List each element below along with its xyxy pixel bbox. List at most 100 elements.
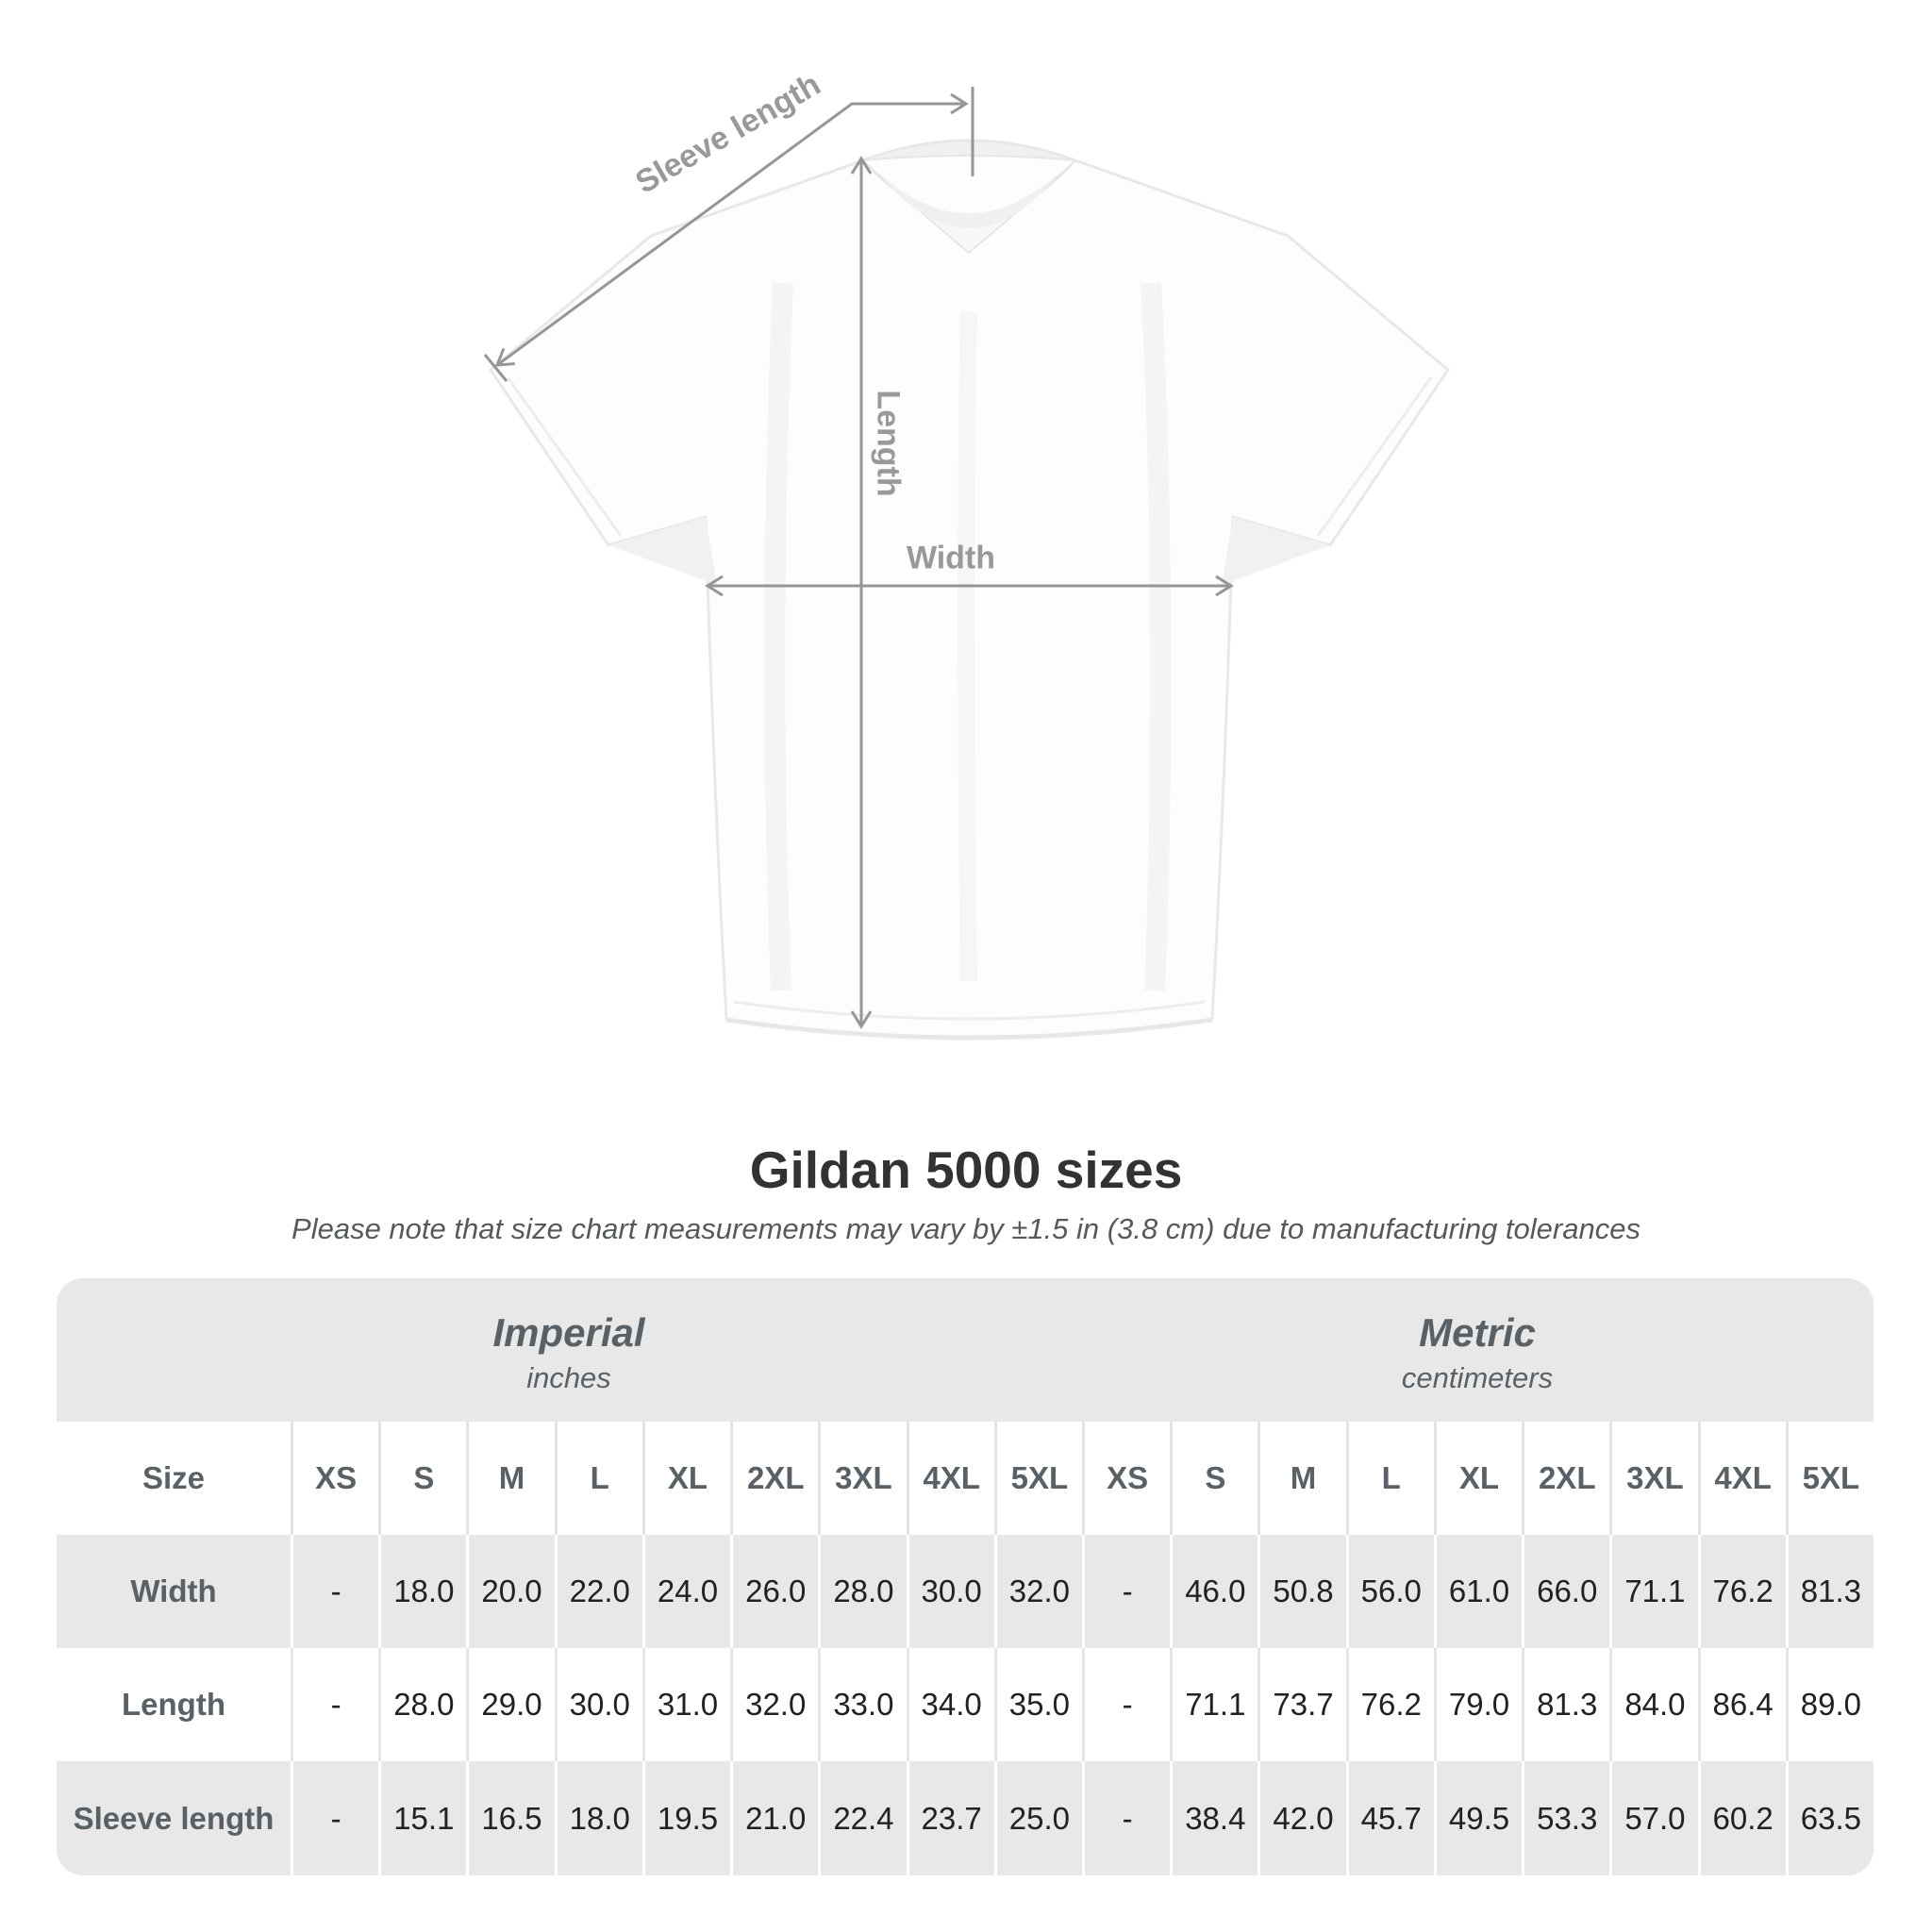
size-column-header: 3XL (1609, 1422, 1698, 1535)
measurement-value: 57.0 (1609, 1761, 1698, 1875)
size-header-row: Size XS S M L XL 2XL 3XL 4XL 5XL XS S M L XL 2XL 3XL 4XL 5… (57, 1422, 1874, 1535)
measurement-value: - (291, 1761, 379, 1875)
tshirt-cuff-seam (506, 376, 623, 537)
measurement-value: 61.0 (1433, 1535, 1523, 1648)
measurement-value: - (291, 1648, 379, 1761)
measurement-value: 89.0 (1785, 1648, 1874, 1761)
size-column-header: L (1345, 1422, 1434, 1535)
measurement-value: 50.8 (1257, 1535, 1346, 1648)
size-column-header: XS (291, 1422, 379, 1535)
measurement-value: 71.1 (1170, 1648, 1258, 1761)
measurement-value: - (291, 1535, 379, 1648)
sleeve-length-line (494, 92, 969, 367)
measurement-value: 16.5 (466, 1761, 555, 1875)
measurement-value: 20.0 (466, 1535, 555, 1648)
measurement-value: 22.0 (554, 1535, 642, 1648)
length-label: Length (870, 390, 907, 497)
measurement-value: 25.0 (993, 1761, 1082, 1875)
measurement-value: 84.0 (1609, 1648, 1698, 1761)
measurement-value: 71.1 (1609, 1535, 1698, 1648)
size-column-header: XL (1433, 1422, 1523, 1535)
measurement-value: 19.5 (641, 1761, 731, 1875)
size-column-header: 5XL (1785, 1422, 1874, 1535)
measurement-value: 34.0 (906, 1648, 994, 1761)
size-column-header: XS (1081, 1422, 1171, 1535)
measurement-value: 32.0 (730, 1648, 819, 1761)
size-column-header: 3XL (818, 1422, 907, 1535)
measurement-value: 81.3 (1785, 1535, 1874, 1648)
measurement-value: 45.7 (1345, 1761, 1434, 1875)
size-column-header: M (1257, 1422, 1346, 1535)
measurement-value: - (1081, 1648, 1171, 1761)
measurement-value: 60.2 (1697, 1761, 1786, 1875)
unit-group-unit: centimeters (1401, 1361, 1554, 1394)
measurement-value: 79.0 (1433, 1648, 1523, 1761)
size-column-header: S (378, 1422, 467, 1535)
unit-group-band: Imperial inches Metric centimeters (57, 1278, 1874, 1422)
measurement-value: 32.0 (993, 1535, 1082, 1648)
size-column-header: XL (641, 1422, 731, 1535)
measurement-value: 81.3 (1522, 1648, 1610, 1761)
measurement-value: 33.0 (818, 1648, 907, 1761)
measurement-value: - (1081, 1535, 1171, 1648)
size-table: Imperial inches Metric centimeters Size X… (57, 1278, 1874, 1875)
size-column-header: 2XL (1522, 1422, 1610, 1535)
size-column-header: 5XL (993, 1422, 1082, 1535)
unit-group-name: Metric (1419, 1310, 1536, 1355)
measurement-value: 18.0 (378, 1535, 467, 1648)
row-label: Length (57, 1648, 291, 1761)
unit-group-unit: inches (526, 1361, 611, 1394)
tshirt-underarm-shadow (1222, 517, 1330, 585)
measurement-value: 28.0 (818, 1535, 907, 1648)
tshirt-shading (764, 282, 793, 991)
size-column-header: M (466, 1422, 555, 1535)
page-title: Gildan 5000 sizes (749, 1141, 1183, 1199)
measurement-value: 56.0 (1345, 1535, 1434, 1648)
tshirt-shading (1141, 282, 1172, 991)
measurement-value: 26.0 (730, 1535, 819, 1648)
size-header-label: Size (57, 1422, 291, 1535)
table-row: Length -28.0 29.0 30.0 31.0 32.0 33.0 34.0 35.0-… (57, 1648, 1874, 1761)
measurement-value: 28.0 (378, 1648, 467, 1761)
sleeve-length-extension (483, 354, 508, 382)
size-column-header: L (554, 1422, 642, 1535)
measurement-value: 66.0 (1522, 1535, 1610, 1648)
unit-group-metric: Metric centimeters (1081, 1278, 1874, 1422)
measurement-value: 31.0 (641, 1648, 731, 1761)
tshirt-shading (957, 310, 977, 982)
measurement-value: 23.7 (906, 1761, 994, 1875)
measurement-value: 15.1 (378, 1761, 467, 1875)
measurement-value: 86.4 (1697, 1648, 1786, 1761)
tshirt-underarm-shadow (608, 517, 717, 585)
unit-group-imperial: Imperial inches (57, 1278, 1081, 1422)
measurement-value: - (1081, 1761, 1171, 1875)
measurement-value: 24.0 (641, 1535, 731, 1648)
measurement-value: 38.4 (1170, 1761, 1258, 1875)
measurement-value: 30.0 (906, 1535, 994, 1648)
measurement-value: 63.5 (1785, 1761, 1874, 1875)
measurement-value: 42.0 (1257, 1761, 1346, 1875)
measurement-value: 29.0 (466, 1648, 555, 1761)
table-row: Sleeve length -15.1 16.5 18.0 19.5 21.0 22.4 23… (57, 1761, 1874, 1875)
tshirt-hem-shadow (725, 1019, 1213, 1041)
row-label: Width (57, 1535, 291, 1648)
unit-group-name: Imperial (492, 1310, 645, 1355)
table-row: Width -18.0 20.0 22.0 24.0 26.0 28.0 30.0 32.0-4… (57, 1535, 1874, 1648)
tshirt-cuff-seam (1316, 376, 1433, 537)
measurement-value: 76.2 (1697, 1535, 1786, 1648)
row-label: Sleeve length (57, 1761, 291, 1875)
measurement-value: 18.0 (554, 1761, 642, 1875)
measurement-value: 30.0 (554, 1648, 642, 1761)
size-column-header: S (1170, 1422, 1258, 1535)
measurement-value: 73.7 (1257, 1648, 1346, 1761)
measurement-value: 46.0 (1170, 1535, 1258, 1648)
measurement-value: 49.5 (1433, 1761, 1523, 1875)
size-column-header: 4XL (906, 1422, 994, 1535)
size-table-rows: Size XS S M L XL 2XL 3XL 4XL 5XL XS S M L XL 2XL 3XL 4XL 5… (57, 1422, 1874, 1875)
page-subtitle: Please note that size chart measurements… (291, 1212, 1641, 1245)
measurement-value: 22.4 (818, 1761, 907, 1875)
measurement-value: 53.3 (1522, 1761, 1610, 1875)
measurement-value: 21.0 (730, 1761, 819, 1875)
